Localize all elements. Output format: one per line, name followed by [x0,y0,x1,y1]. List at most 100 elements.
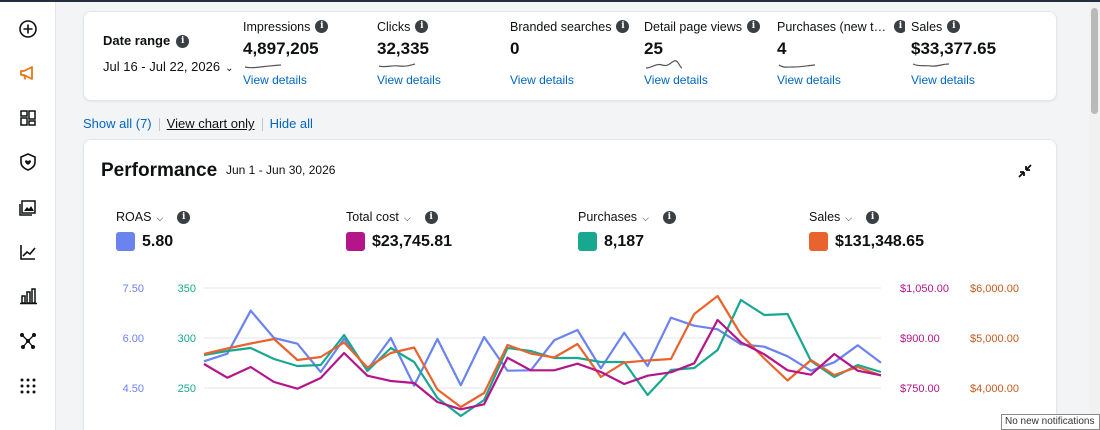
view-details-link[interactable]: View details [777,72,841,87]
info-icon[interactable]: i [315,20,329,34]
chevron-down-icon: ⌄ [225,63,234,74]
sparkline [777,59,905,71]
axis-tick-label: $4,000.00 [970,383,1019,395]
divider [261,118,263,132]
trend-icon[interactable] [14,238,42,266]
metric-purchases-new-to-brand: Purchases (new to brand) i 4 View details [777,19,905,87]
metric-impressions: Impressions i 4,897,205 View details [243,19,371,87]
metric-visibility-links: Show all (7) View chart only Hide all [83,116,313,132]
metric-label: Purchases (new to brand) [777,19,889,34]
info-icon[interactable]: i [415,20,429,34]
apps-grid-icon[interactable] [14,372,42,400]
date-range-selector[interactable]: Jul 16 - Jul 22, 2026 ⌄ [103,59,233,74]
series-selector[interactable]: Sales ⌵ i [809,210,880,225]
axis-tick-label: $5,000.00 [970,333,1019,345]
series-line-sales [203,294,882,409]
metric-label: Clicks [377,19,411,34]
info-icon[interactable]: i [177,211,191,225]
series-value: 8,187 [604,233,645,251]
shield-icon[interactable] [14,148,42,176]
view-details-link[interactable]: View details [644,72,708,87]
info-icon[interactable]: i [616,20,630,34]
chevron-down-icon: ⌵ [845,213,853,223]
metric-value: 4,897,205 [243,38,319,58]
series-total-cost: Total cost ⌵ i $23,745.81 [346,210,452,253]
info-icon[interactable]: i [662,211,676,225]
metric-value: 32,335 [377,38,429,58]
metric-value: 25 [644,38,663,58]
series-value: $23,745.81 [372,233,453,251]
axis-tick-label: 350 [178,283,196,295]
network-icon[interactable] [14,327,42,355]
top-bar-line [0,0,1100,2]
megaphone-icon[interactable] [14,59,42,87]
series-selector[interactable]: Purchases ⌵ i [578,210,676,225]
view-details-link[interactable]: View details [377,72,441,87]
axis-tick-label: $6,000.00 [970,283,1019,295]
series-color-swatch[interactable] [578,232,597,252]
view-details-link[interactable]: View details [243,72,307,87]
axis-tick-label: 6.00 [123,333,144,345]
page-scrollbar[interactable] [1089,2,1100,430]
metric-value: 0 [510,38,520,58]
date-range-value: Jul 16 - Jul 22, 2026 [103,59,221,74]
info-icon[interactable]: i [866,211,880,225]
axis-tick-label: 4.50 [123,383,144,395]
dashboard-icon[interactable] [14,104,42,132]
metric-label: Sales [911,19,943,34]
info-icon[interactable]: i [746,20,760,34]
performance-chart: 7.50 6.00 4.50 350 300 250 $1,050.00 $900.00 $75… [123,283,1019,418]
metric-value: 4 [777,38,787,58]
axis-tick-label: 300 [178,333,196,345]
scrollbar-thumb[interactable] [1091,8,1098,114]
metric-sales: Sales i $33,377.65 View details [911,19,1039,87]
metric-label: Branded searches [510,19,612,34]
view-chart-only-link[interactable]: View chart only [166,116,255,131]
metric-label: Impressions [243,19,311,34]
axis-tick-label: $900.00 [900,333,940,345]
divider [158,118,160,132]
notification-tooltip: No new notifications [1001,414,1100,430]
series-color-swatch[interactable] [116,232,135,252]
axis-tick-label: 250 [178,383,196,395]
performance-card: 7.50 6.00 4.50 350 300 250 $1,050.00 $900.00 $75… [83,139,1057,430]
bar-chart-icon[interactable] [14,282,42,310]
series-selector[interactable]: Total cost ⌵ i [346,210,438,225]
view-details-link[interactable]: View details [911,72,975,87]
metric-value: $33,377.65 [911,38,997,58]
metric-clicks: Clicks i 32,335 View details [377,19,505,87]
hide-all-link[interactable]: Hide all [269,116,313,131]
axis-tick-label: $1,050.00 [900,283,949,295]
series-color-swatch[interactable] [809,232,828,252]
images-icon[interactable] [14,193,42,221]
series-line-total-cost [203,318,882,411]
axis-tick-label: $750.00 [900,383,940,395]
series-selector[interactable]: ROAS ⌵ i [116,210,191,225]
info-icon[interactable]: i [176,35,190,49]
series-color-swatch[interactable] [346,232,365,252]
series-sales: Sales ⌵ i $131,348.65 [809,210,924,253]
chevron-down-icon: ⌵ [403,213,411,223]
view-details-link[interactable]: View details [510,72,574,87]
sparkline [377,59,505,71]
series-line-roas [203,309,882,387]
metric-branded-searches: Branded searches i 0 View details [510,19,638,87]
info-icon[interactable]: i [947,20,961,34]
series-value: $131,348.65 [835,233,924,251]
performance-date-range: Jun 1 - Jun 30, 2026 [226,163,336,177]
add-icon[interactable] [14,15,42,43]
performance-title: Performance [101,160,218,181]
chevron-down-icon: ⌵ [642,213,649,223]
show-all-link[interactable]: Show all (7) [83,116,152,131]
sparkline [644,59,772,71]
sparkline [243,59,371,71]
collapse-icon[interactable] [1016,162,1034,180]
chevron-down-icon: ⌵ [156,213,164,223]
axis-tick-label: 7.50 [123,283,144,295]
series-roas: ROAS ⌵ i 5.80 [116,210,191,253]
sidebar [0,2,56,430]
info-icon[interactable]: i [894,20,905,34]
series-purchases: Purchases ⌵ i 8,187 [578,210,676,253]
info-icon[interactable]: i [424,211,438,225]
sparkline [911,59,1039,71]
